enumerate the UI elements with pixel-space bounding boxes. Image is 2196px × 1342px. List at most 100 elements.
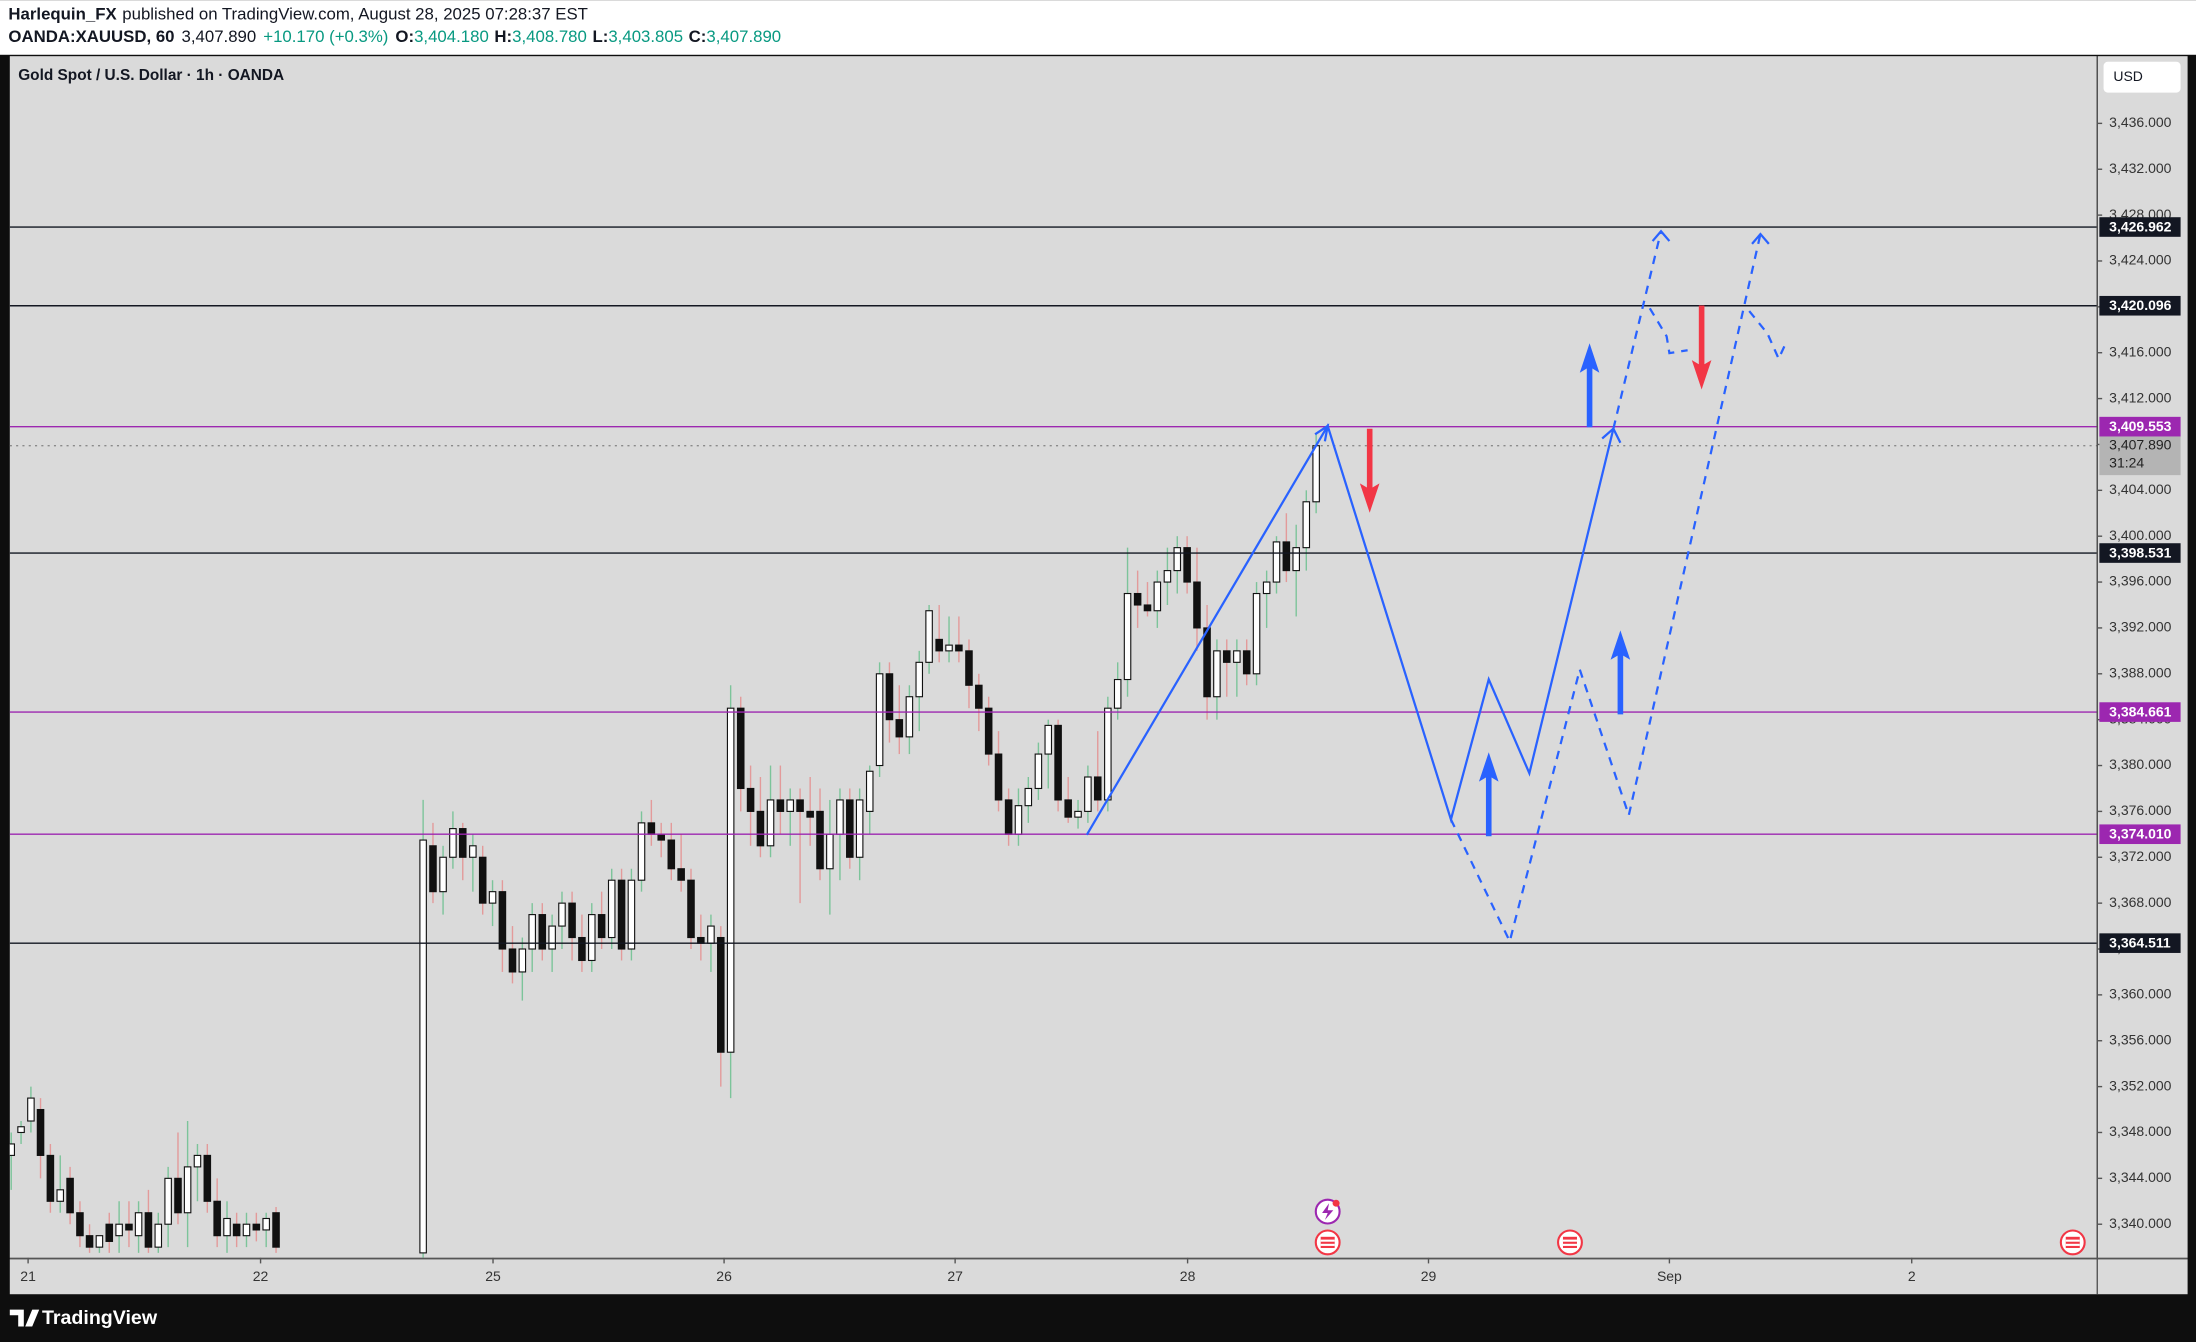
candle-body bbox=[865, 770, 874, 812]
candle-body bbox=[637, 822, 646, 881]
candle-body bbox=[1302, 501, 1311, 549]
marks bbox=[9, 226, 2097, 1258]
candle-body bbox=[1034, 753, 1043, 790]
drawings bbox=[1085, 229, 1789, 945]
brand-name: TradingView bbox=[42, 1307, 158, 1329]
candle-body bbox=[568, 902, 576, 939]
y-tick-label: 3,412.000 bbox=[2109, 389, 2171, 405]
candle-body bbox=[252, 1223, 261, 1231]
change: +10.170 (+0.3%) bbox=[263, 27, 388, 46]
candle-body bbox=[617, 879, 626, 950]
candle-body bbox=[726, 707, 735, 1053]
flag-icon[interactable] bbox=[2059, 1229, 2086, 1256]
y-tick-label: 3,388.000 bbox=[2109, 664, 2171, 680]
candle-body bbox=[9, 1143, 15, 1156]
ohlc-key: H: bbox=[494, 27, 512, 46]
candle-body bbox=[125, 1223, 133, 1231]
candle-body bbox=[1242, 650, 1251, 675]
time-axis bbox=[9, 1259, 2188, 1295]
candle-body bbox=[548, 925, 556, 950]
candle-body bbox=[203, 1154, 212, 1202]
flag bbox=[1562, 1236, 1577, 1249]
candle-body bbox=[925, 610, 933, 663]
header-bar bbox=[0, 0, 2196, 55]
candle-body bbox=[223, 1217, 231, 1237]
flag-stripe bbox=[1562, 1239, 1577, 1242]
candle-body bbox=[627, 879, 636, 950]
candle-body bbox=[1222, 650, 1231, 663]
candle-body bbox=[36, 1108, 45, 1156]
projection-line bbox=[1085, 423, 1615, 836]
candle-body bbox=[1064, 799, 1072, 818]
candle-body bbox=[1153, 581, 1162, 612]
candle-body bbox=[95, 1235, 104, 1248]
down-arrow bbox=[1359, 428, 1380, 513]
up-arrow bbox=[1478, 752, 1499, 837]
flag-icon[interactable] bbox=[1314, 1229, 1341, 1256]
currency-box[interactable] bbox=[2103, 61, 2181, 93]
y-tick-label: 3,360.000 bbox=[2109, 986, 2171, 1002]
candle-body bbox=[154, 1223, 163, 1248]
y-tick-label: 3,352.000 bbox=[2109, 1077, 2171, 1093]
event-dot bbox=[1332, 1199, 1340, 1207]
flag-stripe bbox=[2065, 1243, 2080, 1246]
candle-body bbox=[1312, 445, 1320, 503]
candle-body bbox=[697, 936, 705, 944]
candle-body bbox=[76, 1212, 84, 1237]
candle-body bbox=[994, 753, 1003, 801]
candle-body bbox=[836, 799, 844, 835]
arrow-tip bbox=[1751, 232, 1770, 245]
flag-icon[interactable] bbox=[1557, 1229, 1583, 1256]
candle-body bbox=[965, 650, 973, 686]
price-level-label: 3,409.553 bbox=[2109, 418, 2171, 434]
candle-body bbox=[687, 879, 695, 939]
candle-body bbox=[607, 879, 616, 939]
candle-body bbox=[895, 719, 904, 738]
candle-body bbox=[1123, 592, 1132, 681]
candle-body bbox=[458, 828, 467, 858]
y-tick-label: 3,392.000 bbox=[2109, 619, 2171, 635]
candle-body bbox=[85, 1235, 94, 1248]
flag-stripe bbox=[1320, 1243, 1335, 1246]
brand: TradingView bbox=[9, 1307, 158, 1329]
candle-body bbox=[756, 810, 765, 847]
y-tick-label: 3,356.000 bbox=[2109, 1031, 2171, 1047]
event-icons bbox=[1314, 1198, 2086, 1256]
candle-body bbox=[558, 902, 566, 927]
candle-body bbox=[272, 1212, 280, 1248]
candle-body bbox=[1074, 810, 1082, 818]
plot-area bbox=[9, 56, 2097, 1258]
x-tick-label: 26 bbox=[716, 1268, 732, 1284]
candle-body bbox=[66, 1177, 74, 1214]
candle-body bbox=[449, 828, 457, 858]
candle-body bbox=[935, 638, 943, 652]
quote-line: OANDA:XAUUSD, 60 3,407.890 +10.170 (+0.3%)… bbox=[8, 27, 781, 46]
current-price-tag bbox=[2099, 435, 2181, 476]
x-tick-label: 27 bbox=[947, 1268, 963, 1284]
header-line: Harlequin_FX published on TradingView.com… bbox=[8, 5, 588, 24]
candle-body bbox=[945, 644, 953, 652]
y-tick-label: 3,376.000 bbox=[2109, 802, 2171, 818]
candle-body bbox=[736, 707, 745, 790]
dashed-line bbox=[1612, 230, 1663, 429]
candle-body bbox=[955, 644, 963, 652]
candle-body bbox=[1282, 541, 1291, 572]
candle-body bbox=[984, 707, 993, 755]
price-level-tag bbox=[2099, 543, 2181, 563]
x-tick-label: 25 bbox=[485, 1268, 501, 1284]
ohlc-key: O: bbox=[395, 27, 414, 46]
price-level-tag bbox=[2099, 416, 2181, 437]
author: Harlequin_FX bbox=[8, 5, 117, 24]
currency: USD bbox=[2113, 68, 2143, 84]
arrows bbox=[1359, 305, 1712, 837]
candle-body bbox=[1163, 570, 1172, 583]
candle-body bbox=[232, 1223, 241, 1237]
candle-body bbox=[1084, 776, 1092, 812]
price-level-label: 3,374.010 bbox=[2109, 826, 2171, 842]
axis-labels: 3,340.000 3,344.000 3,348.000 3,352.000 3,35… bbox=[20, 114, 2181, 1284]
candle-body bbox=[1292, 547, 1300, 572]
candle-body bbox=[262, 1217, 270, 1231]
dashed-projection bbox=[1449, 230, 1789, 945]
arrow-tip bbox=[1651, 229, 1671, 242]
